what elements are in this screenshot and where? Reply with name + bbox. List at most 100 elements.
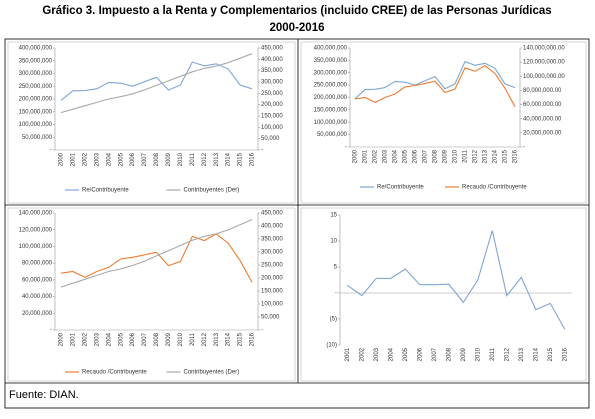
x-tick-label: 2002: [373, 149, 379, 163]
y-tick-label: 80,000,000: [22, 261, 53, 267]
y-tick-label: 150,000,000: [19, 109, 53, 115]
x-tick-label: 2003: [94, 152, 100, 166]
legend-label: Re/Contribuyente: [82, 188, 129, 194]
x-tick-label: 2003: [383, 149, 389, 163]
series-line: [60, 61, 253, 101]
x-tick-label: 2013: [483, 149, 489, 163]
y-tick-label: 5: [334, 265, 338, 271]
x-tick-label: 2001: [345, 347, 351, 361]
y-tick-label: (10): [326, 343, 337, 349]
x-tick-label: 2004: [106, 152, 112, 166]
y-tick-label: 40,000,000: [22, 294, 53, 300]
x-tick-label: 2009: [461, 347, 467, 361]
x-tick-label: 2006: [130, 152, 136, 166]
x-tick-label: 2016: [250, 152, 256, 166]
y-tick-label: 10: [330, 239, 337, 245]
x-tick-label: 2005: [118, 152, 124, 166]
x-tick-label: 2004: [106, 332, 112, 346]
chart-frame: [7, 41, 296, 204]
x-tick-label: 2016: [562, 347, 568, 361]
x-tick-label: 2016: [250, 332, 256, 346]
y2-tick-label: 250,000: [261, 91, 283, 97]
x-tick-label: 2011: [463, 149, 469, 163]
x-tick-label: 2011: [490, 347, 496, 361]
x-tick-label: 2010: [475, 347, 481, 361]
x-tick-label: 2013: [214, 332, 220, 346]
y2-tick-label: 40,000,000.00: [523, 116, 562, 122]
y-tick-label: -: [345, 145, 347, 151]
x-tick-label: 2002: [82, 152, 88, 166]
y-tick-label: 250,000,000: [314, 83, 348, 89]
y2-tick-label: 60,000,000.00: [523, 102, 562, 108]
y2-tick-label: 400,000: [261, 224, 283, 230]
y2-tick-label: -: [261, 148, 263, 154]
y-tick-label: 200,000,000: [314, 95, 348, 101]
y-tick-label: 50,000,000: [317, 132, 348, 138]
legend-label: Contribuyentes (Der): [184, 188, 240, 194]
x-tick-label: 2001: [363, 149, 369, 163]
x-tick-label: 2013: [214, 152, 220, 166]
x-tick-label: 2011: [190, 152, 196, 166]
x-tick-label: 2005: [403, 347, 409, 361]
legend-label: Re/Contribuyente: [377, 185, 424, 191]
chart-frame: [7, 207, 296, 382]
x-tick-label: 2004: [393, 149, 399, 163]
y2-tick-label: -: [523, 145, 525, 151]
y-tick-label: 100,000,000: [314, 120, 348, 126]
x-tick-label: 2011: [190, 332, 196, 346]
y2-tick-label: 150,000: [261, 289, 283, 295]
x-tick-label: 2010: [453, 149, 459, 163]
series-line: [354, 65, 516, 107]
x-tick-label: 2001: [70, 152, 76, 166]
chart-frame: [300, 41, 587, 204]
x-tick-label: 2009: [443, 149, 449, 163]
y-tick-label: 120,000,000: [19, 227, 53, 233]
y-tick-label: 200,000,000: [19, 97, 53, 103]
x-tick-label: 2000: [59, 332, 65, 346]
x-tick-label: 2010: [178, 152, 184, 166]
x-tick-label: 2006: [130, 332, 136, 346]
y-tick-label: 400,000,000: [314, 46, 348, 52]
y2-tick-label: -: [261, 328, 263, 334]
y2-tick-label: 50,000: [261, 136, 280, 142]
x-tick-label: 2009: [166, 332, 172, 346]
y2-tick-label: 350,000: [261, 237, 283, 243]
title: 2000-2016: [270, 22, 325, 34]
y-tick-label: 60,000,000: [22, 277, 53, 283]
x-tick-label: 2007: [142, 332, 148, 346]
y2-tick-label: 300,000: [261, 80, 283, 86]
series-line: [60, 53, 253, 114]
x-tick-label: 2010: [178, 332, 184, 346]
y2-tick-label: 300,000: [261, 250, 283, 256]
x-tick-label: 2012: [473, 149, 479, 163]
chart-frame: [300, 207, 587, 382]
series-line: [60, 218, 253, 288]
y-tick-label: 100,000,000: [19, 122, 53, 128]
x-tick-label: 2000: [59, 152, 65, 166]
y2-tick-label: 100,000: [261, 302, 283, 308]
y2-tick-label: 400,000: [261, 57, 283, 63]
legend-label: Recaudo /Contribuyente: [462, 185, 527, 191]
x-tick-label: 2005: [403, 149, 409, 163]
y-tick-label: 140,000,000: [19, 211, 53, 217]
x-tick-label: 2012: [504, 347, 510, 361]
x-tick-label: 2014: [226, 332, 232, 346]
x-tick-label: 2007: [142, 152, 148, 166]
y2-tick-label: 120,000,000.00: [523, 60, 565, 66]
x-tick-label: 2016: [513, 149, 519, 163]
x-tick-label: 2002: [82, 332, 88, 346]
y-tick-label: 250,000,000: [19, 84, 53, 90]
y-tick-label: 350,000,000: [314, 58, 348, 64]
x-tick-label: 2001: [70, 332, 76, 346]
y2-tick-label: 80,000,000.00: [523, 88, 562, 94]
source: Fuente: DIAN.: [9, 389, 79, 401]
x-tick-label: 2014: [533, 347, 539, 361]
table-borders: [4, 38, 590, 409]
x-tick-label: 2012: [202, 332, 208, 346]
y-tick-label: -: [50, 148, 52, 154]
y2-tick-label: 150,000: [261, 114, 283, 120]
y2-tick-label: 140,000,000.00: [523, 46, 565, 52]
y2-tick-label: 200,000: [261, 276, 283, 282]
